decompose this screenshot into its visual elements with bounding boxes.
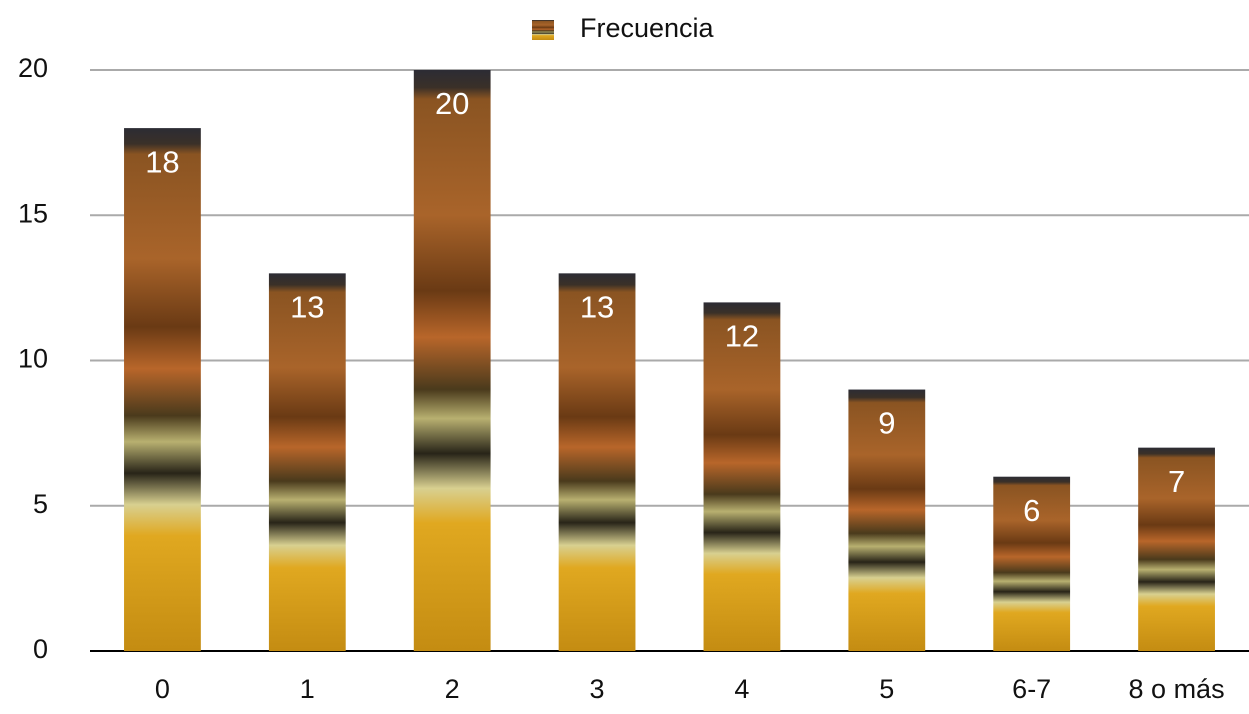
data-label: 13 [290, 290, 324, 325]
bar [124, 128, 201, 652]
y-tick-label: 10 [18, 344, 48, 374]
x-tick-label: 8 o más [1129, 674, 1225, 704]
bar [848, 389, 926, 651]
bar [558, 273, 636, 651]
data-label: 18 [145, 144, 179, 179]
bar [413, 70, 491, 651]
x-tick-label: 4 [734, 674, 749, 704]
legend-label: Frecuencia [580, 13, 715, 43]
x-tick-label: 0 [155, 674, 170, 704]
bar [1138, 447, 1215, 651]
bar [703, 302, 781, 651]
x-tick-label: 6-7 [1012, 674, 1051, 704]
y-tick-label: 5 [33, 489, 48, 519]
bar [993, 476, 1071, 651]
data-label: 20 [435, 86, 469, 121]
y-tick-label: 15 [18, 198, 48, 228]
data-label: 12 [725, 319, 759, 354]
y-tick-label: 0 [33, 634, 48, 664]
x-tick-label: 2 [445, 674, 460, 704]
x-tick-label: 1 [300, 674, 315, 704]
x-tick-label: 3 [590, 674, 605, 704]
legend-swatch [532, 20, 554, 40]
data-label: 6 [1023, 493, 1040, 528]
data-label: 9 [878, 406, 895, 441]
data-label: 7 [1168, 464, 1185, 499]
x-tick-label: 5 [879, 674, 894, 704]
y-tick-label: 20 [18, 53, 48, 83]
data-label: 13 [580, 290, 614, 325]
bar [268, 273, 346, 651]
